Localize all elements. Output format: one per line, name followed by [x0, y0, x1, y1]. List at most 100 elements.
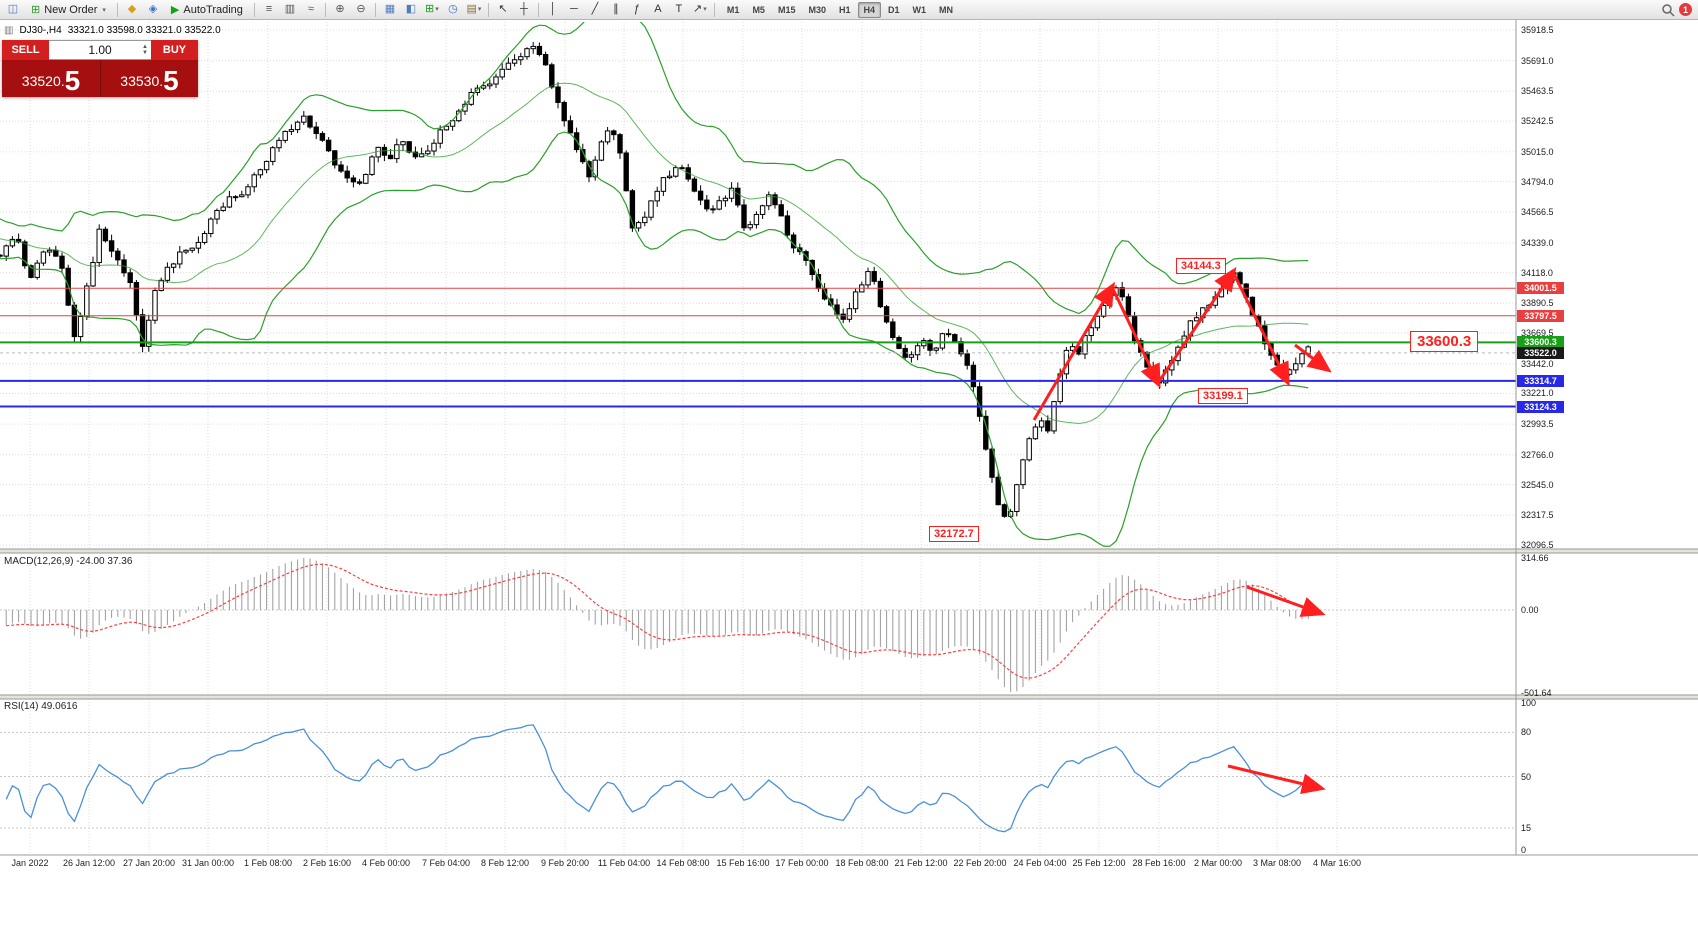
scale-label: 80	[1521, 727, 1532, 738]
vertical-line-icon: │	[549, 3, 557, 15]
autotrading-button[interactable]: ▶ AutoTrading	[164, 1, 250, 18]
time-axis-label: 14 Feb 08:00	[656, 858, 710, 868]
notification-badge[interactable]: 1	[1679, 3, 1692, 16]
scale-label: 33669.5	[1521, 328, 1554, 339]
toolbar-separator	[713, 2, 715, 17]
line-chart-button[interactable]: ≈	[301, 1, 321, 18]
timeframe-mn-button[interactable]: MN	[939, 4, 954, 15]
volume-input[interactable]: 1.00 ▲ ▼	[49, 40, 151, 60]
horizontal-line-icon: ─	[570, 3, 578, 15]
chart-window-button[interactable]: ◫	[3, 1, 23, 18]
scale-label: 32317.5	[1521, 510, 1554, 521]
price-tag: 33522.0	[1517, 346, 1564, 359]
buy-price[interactable]: 33530. 5	[100, 60, 198, 97]
time-axis-label: 26 Jan 12:00	[62, 858, 116, 868]
new-order-button-label: New Order	[44, 3, 98, 16]
timeframe-m30-button[interactable]: M30	[808, 4, 826, 15]
cascade-windows-button[interactable]: ◧	[401, 1, 421, 18]
sell-price[interactable]: 33520. 5	[2, 60, 100, 97]
time-axis-label: 1 Feb 08:00	[243, 858, 293, 868]
fibonacci-button[interactable]: ƒ	[627, 1, 647, 18]
volume-down-icon[interactable]: ▼	[142, 50, 148, 56]
community-icon: ◈	[148, 3, 158, 15]
autotrading-button-label: AutoTrading	[183, 3, 243, 16]
toolbar-separator	[487, 2, 489, 17]
community-button[interactable]: ◈	[143, 1, 163, 18]
timeframe-h1-button[interactable]: H1	[838, 4, 851, 15]
price-tag: 33314.7	[1517, 374, 1564, 387]
volume-up-icon[interactable]: ▲	[142, 44, 148, 50]
channel-button[interactable]: ∥	[606, 1, 626, 18]
scale-label: 33442.0	[1521, 358, 1554, 369]
scale-label: 34566.5	[1521, 207, 1554, 218]
trendline-button[interactable]: ╱	[585, 1, 605, 18]
templates-icon: ▤	[466, 3, 477, 15]
templates-button[interactable]: ▤ ▾	[464, 1, 484, 18]
line-chart-icon: ≈	[307, 3, 314, 15]
chart-ohlc: 33321.0 33598.0 33321.0 33522.0	[67, 25, 221, 36]
horizontal-line-button[interactable]: ─	[564, 1, 584, 18]
mql5-market-icon: ◆	[127, 3, 137, 15]
time-axis-label: 2 Feb 16:00	[302, 858, 352, 868]
one-click-trading-panel: SELL 1.00 ▲ ▼ BUY 33520. 5 33530. 5	[2, 40, 198, 97]
annotation-box[interactable]: 32172.7	[929, 526, 979, 542]
arrows-button[interactable]: ↗ ▾	[690, 1, 710, 18]
time-axis-label: 17 Feb 00:00	[775, 858, 829, 868]
indicators-add-button[interactable]: ⊞ ▾	[422, 1, 442, 18]
timeframe-m5-button[interactable]: M5	[752, 4, 765, 15]
fibonacci-icon: ƒ	[633, 3, 640, 15]
scale-label: 33890.5	[1521, 298, 1554, 309]
buy-button[interactable]: BUY	[151, 40, 198, 60]
scale-label: 15	[1521, 822, 1532, 833]
buy-price-big-digit: 5	[163, 65, 179, 96]
time-axis-label: 2 Mar 00:00	[1193, 858, 1243, 868]
scale-label: 50	[1521, 771, 1532, 782]
macd-label: MACD(12,26,9) -24.00 37.36	[4, 556, 133, 567]
candlestick-chart-button[interactable]: ▥	[280, 1, 300, 18]
bar-chart-button[interactable]: ≡	[259, 1, 279, 18]
time-axis-label: 4 Mar 16:00	[1312, 858, 1362, 868]
chart-header: ▥ DJ30-,H4 33321.0 33598.0 33321.0 33522…	[4, 25, 221, 36]
text-button[interactable]: A	[648, 1, 668, 18]
price-scale[interactable]: 35918.5 35691.0 35463.5 35242.5 35015.0 34794…	[1516, 20, 1698, 856]
main-toolbar: ◫ ⊞ New Order ▾ ◆ ◈ ▶ AutoTrading ≡ ▥ ≈ ⊕ ⊖ ▦ ◧ ⊞ ▾ ◷ ▤ ▾ ↖ ┼…	[0, 0, 1698, 20]
crosshair-icon: ┼	[520, 3, 528, 15]
search-icon[interactable]	[1658, 1, 1678, 18]
new-order-button[interactable]: ⊞ New Order ▾	[24, 1, 113, 18]
annotation-box[interactable]: 34144.3	[1176, 258, 1226, 274]
buy-price-main: 33530.	[120, 73, 164, 89]
tile-windows-button[interactable]: ▦	[380, 1, 400, 18]
chevron-down-icon: ▾	[102, 6, 106, 14]
zoom-in-button[interactable]: ⊕	[330, 1, 350, 18]
time-axis-label: 24 Feb 04:00	[1013, 858, 1067, 868]
sell-button[interactable]: SELL	[2, 40, 49, 60]
periodicity-button[interactable]: ◷	[443, 1, 463, 18]
toolbar-separator	[374, 2, 376, 17]
annotation-box[interactable]: 33600.3	[1410, 331, 1479, 352]
scale-label: 34118.0	[1521, 267, 1553, 278]
time-axis[interactable]: Jan 2022 26 Jan 12:00 27 Jan 20:00 31 Jan 0…	[0, 855, 1516, 875]
indicators-add-icon: ⊞	[425, 3, 435, 15]
timeframe-m15-button[interactable]: M15	[777, 4, 796, 15]
vertical-line-button[interactable]: │	[543, 1, 563, 18]
crosshair-button[interactable]: ┼	[514, 1, 534, 18]
mql5-market-button[interactable]: ◆	[122, 1, 142, 18]
chevron-down-icon: ▾	[435, 6, 439, 13]
text-label-button[interactable]: T	[669, 1, 689, 18]
timeframe-d1-button[interactable]: D1	[888, 4, 900, 15]
volume-value: 1.00	[88, 43, 112, 57]
time-axis-label: 8 Feb 12:00	[480, 858, 530, 868]
toolbar-separator	[537, 2, 539, 17]
scale-label: 32766.0	[1521, 449, 1554, 460]
timeframe-m1-button[interactable]: M1	[726, 4, 740, 15]
time-axis-label: 7 Feb 04:00	[421, 858, 471, 868]
cursor-icon: ↖	[498, 3, 508, 15]
zoom-out-button[interactable]: ⊖	[351, 1, 371, 18]
annotation-box[interactable]: 33199.1	[1198, 388, 1248, 404]
cursor-button[interactable]: ↖	[493, 1, 513, 18]
tile-windows-icon: ▦	[384, 3, 396, 15]
timeframe-group: M1 M5 M15 M30 H1 H4 D1 W1 MN	[721, 1, 959, 18]
timeframe-w1-button[interactable]: W1	[912, 4, 927, 15]
timeframe-h4-button[interactable]: H4	[857, 1, 882, 18]
